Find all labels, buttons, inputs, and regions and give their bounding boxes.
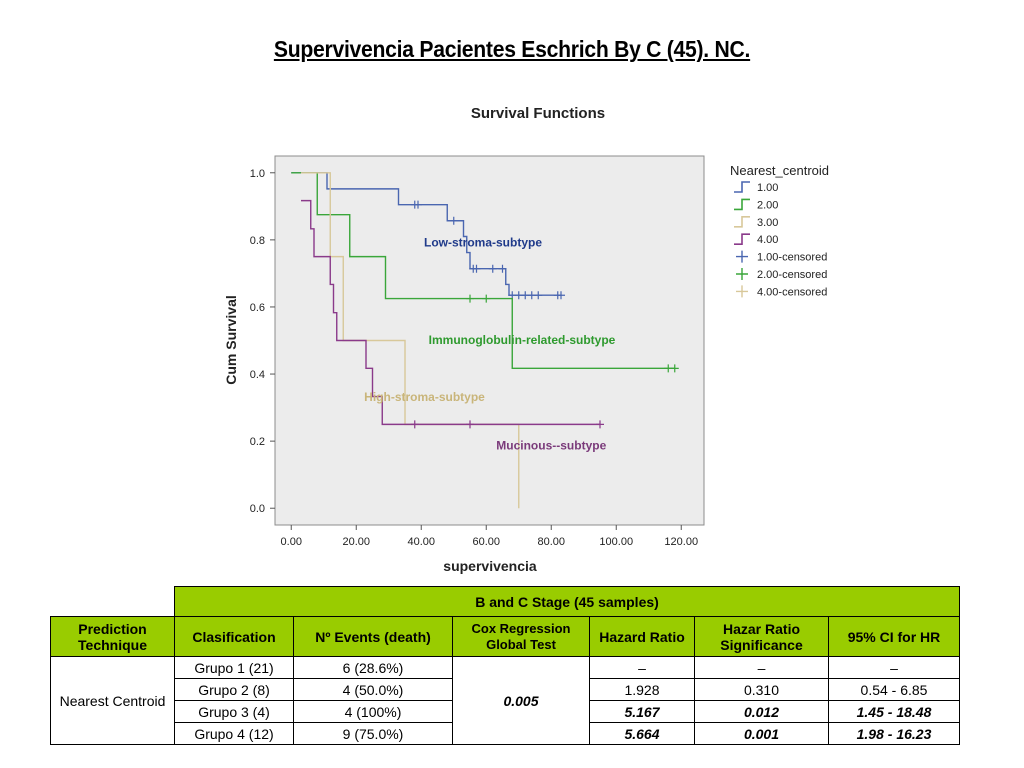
y-tick-label: 0.0 [250,503,265,515]
legend-entry-label: 1.00 [757,182,778,194]
series-line-4.00 [301,199,600,426]
series-line-2.00 [291,172,675,370]
annotation-label: Immunoglobulin-related-subtype [429,333,616,347]
legend-step-symbol [734,198,750,211]
censor-mark-1.00 [414,200,422,209]
legend: Nearest_centroid 1.00 2.00 3.00 4.00 1.00-cen… [730,163,829,298]
group-cell: Grupo 4 (12) [174,722,294,745]
censor-mark-1.00 [498,264,507,273]
legend-censor-symbol [736,268,748,280]
x-tick-label: 20.00 [342,536,370,548]
x-axis-label: supervivencia [443,558,537,574]
hr-cell: 1.928 [589,678,695,701]
ci-cell: – [828,656,960,679]
legend-step-symbol [734,216,750,228]
x-tick-label: 60.00 [472,536,500,548]
group-cell: Grupo 2 (8) [174,678,294,701]
x-tick-label: 0.00 [281,536,302,548]
censor-mark-2.00 [482,294,491,303]
x-tick-label: 40.00 [407,536,435,548]
legend-censor-symbol [736,250,748,263]
ci-cell: 0.54 - 6.85 [828,678,960,701]
axes: 0.00 20.00 40.00 60.00 80.00 100.00 120.00 0.0 0… [250,168,698,548]
legend-entry-label: 1.00-censored [757,252,827,264]
sig-cell: 0.310 [694,678,829,701]
censor-mark-1.00 [449,216,458,225]
header-significance: Hazar Ratio Significance [694,616,829,657]
y-tick-label: 0.4 [250,369,265,381]
y-tick-label: 0.6 [250,302,265,314]
x-tick-label: 100.00 [599,536,633,548]
legend-entry-label: 4.00-censored [757,286,827,298]
table-corner [51,587,175,617]
group-cell: Grupo 1 (21) [174,656,294,679]
censor-mark-2.00 [670,364,679,373]
legend-entry-label: 3.00 [757,217,778,229]
header-hazard-ratio: Hazard Ratio [589,616,695,657]
y-tick-label: 0.2 [250,436,265,448]
x-tick-label: 120.00 [664,536,698,548]
header-events: Nº Events (death) [293,616,453,657]
hr-cell: 5.664 [589,722,695,745]
results-table: B and C Stage (45 samples) Prediction Te… [50,586,960,745]
series-layer [291,172,679,509]
legend-step-symbol [734,233,750,245]
cox-p-cell: 0.005 [452,656,590,745]
events-cell: 4 (100%) [293,700,453,723]
sig-cell: 0.001 [694,722,829,745]
legend-entry-label: 4.00 [757,234,778,246]
y-tick-label: 1.0 [250,168,265,180]
series-line-1.00 [291,172,561,296]
censor-mark-4.00 [466,420,474,429]
group-cell: Grupo 3 (4) [174,700,294,723]
legend-step-symbol [734,181,750,193]
sig-cell: 0.012 [694,700,829,723]
y-tick-label: 0.8 [250,235,265,247]
events-cell: 6 (28.6%) [293,656,453,679]
header-cox: Cox Regression Global Test [452,616,590,657]
header-clasification: Clasification [174,616,294,657]
technique-cell: Nearest Centroid [50,656,175,745]
censor-mark-1.00 [472,264,481,273]
header-technique: Prediction Technique [50,616,175,657]
ci-cell: 1.98 - 16.23 [828,722,960,745]
y-axis-label: Cum Survival [223,295,239,384]
slide-title: Supervivencia Pacientes Eschrich By C (4… [273,36,751,62]
events-cell: 4 (50.0%) [293,678,453,701]
table-row: Grupo 4 (12) 9 (75.0%) 5.664 0.001 1.98 … [51,722,960,745]
group-header: B and C Stage (45 samples) [174,586,960,617]
chart-title: Survival Functions [471,105,605,122]
censor-mark-1.00 [488,264,497,273]
sig-cell: – [694,656,829,679]
hr-cell: 5.167 [589,700,695,723]
legend-entry-label: 2.00-censored [757,269,827,281]
annotation-label: High-stroma-subtype [364,390,485,404]
table-row: Grupo 2 (8) 4 (50.0%) 1.928 0.310 0.54 -… [51,678,960,701]
annotation-label: Mucinous--subtype [496,439,606,453]
censor-mark-1.00 [534,291,543,300]
annotation-layer: Low-stroma-subtype Immunoglobulin-related… [364,236,616,453]
survival-chart: Survival Functions 0.00 20.00 40.00 60.00 80… [223,105,829,574]
censor-mark-2.00 [466,294,474,303]
annotation-label: Low-stroma-subtype [424,236,542,250]
censor-mark-1.00 [557,291,565,300]
header-ci: 95% CI for HR [828,616,960,657]
x-tick-label: 80.00 [537,536,565,548]
legend-title: Nearest_centroid [730,163,829,178]
censor-mark-4.00 [410,420,419,429]
ci-cell: 1.45 - 18.48 [828,700,960,723]
censor-mark-4.00 [596,420,604,429]
table-row: Nearest Centroid Grupo 1 (21) 6 (28.6%) … [50,656,960,745]
hr-cell: – [589,656,695,679]
legend-censor-symbol [736,285,748,298]
legend-entry-label: 2.00 [757,199,778,211]
events-cell: 9 (75.0%) [293,722,453,745]
